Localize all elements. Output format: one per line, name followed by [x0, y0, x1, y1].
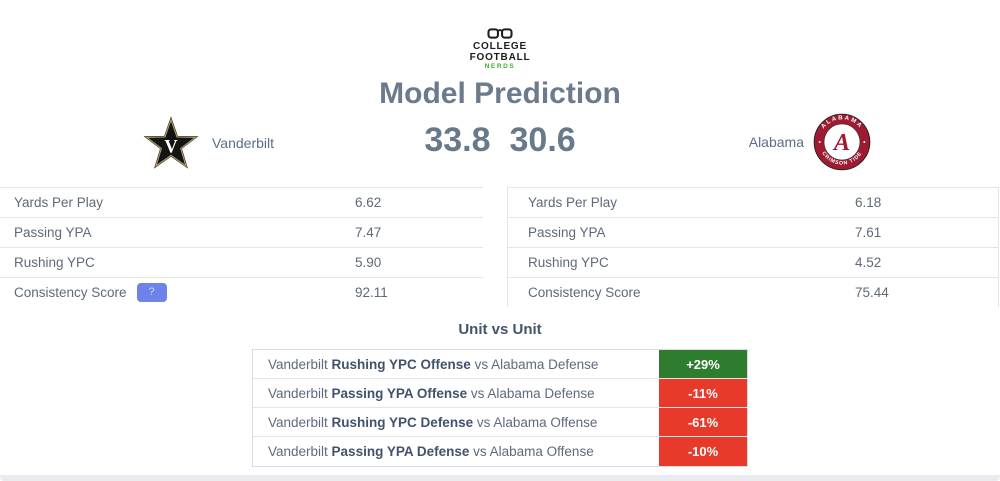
stat-label: Passing YPA [14, 225, 92, 240]
svg-text:A: A [832, 129, 850, 156]
unit-team: Vanderbilt [268, 444, 332, 459]
away-score: 33.8 [424, 121, 491, 159]
unit-opponent: vs Alabama Defense [470, 356, 599, 372]
table-row: Passing YPA 7.47 [0, 217, 483, 247]
table-row: Rushing YPC 4.52 [508, 247, 998, 277]
table-row: Vanderbilt Passing YPA Offense vs Alabam… [253, 379, 747, 408]
unit-team: Vanderbilt [268, 414, 332, 430]
unit-name: Passing YPA Defense [331, 444, 470, 459]
unit-name: Rushing YPC Defense [331, 414, 474, 430]
brand-line-football: FOOTBALL [469, 51, 531, 63]
stat-label: Consistency Score [14, 285, 127, 300]
stat-label: Consistency Score [528, 285, 641, 300]
unit-team: Vanderbilt [268, 385, 332, 401]
stat-value: 5.90 [355, 255, 382, 270]
vanderbilt-logo: V [143, 116, 199, 169]
home-team: Alabama ALABAMA CRIMSON TIDE A [749, 113, 871, 171]
unit-matchup-text: Vanderbilt Passing YPA Defense vs Alabam… [253, 437, 659, 466]
brand-line-college: COLLEGE [473, 41, 527, 52]
table-row: Yards Per Play 6.62 [0, 187, 483, 217]
unit-matchup-text: Vanderbilt Passing YPA Offense vs Alabam… [253, 379, 659, 407]
unit-name: Rushing YPC Offense [331, 356, 471, 372]
stat-value: 7.61 [855, 225, 882, 240]
footer-bar [0, 475, 1000, 481]
svg-text:V: V [164, 137, 178, 157]
stat-value: 4.52 [855, 255, 882, 270]
predicted-scores: 33.8 30.6 [0, 121, 1000, 160]
unit-pct-badge: -61% [659, 408, 747, 436]
table-row: Rushing YPC 5.90 [0, 247, 483, 277]
stat-label: Passing YPA [528, 225, 606, 240]
unit-vs-unit-title: Unit vs Unit [458, 321, 542, 338]
table-row: Yards Per Play 6.18 [508, 187, 998, 217]
stat-label: Yards Per Play [14, 195, 104, 210]
stat-label: Yards Per Play [528, 195, 618, 210]
stat-value: 92.11 [355, 285, 388, 300]
unit-vs-unit-table: Vanderbilt Rushing YPC Offense vs Alabam… [252, 349, 748, 467]
unit-opponent: vs Alabama Offense [469, 444, 594, 459]
away-team: V Vanderbilt [143, 114, 274, 172]
page-title: Model Prediction [379, 77, 621, 110]
unit-matchup-text: Vanderbilt Rushing YPC Offense vs Alabam… [253, 350, 659, 378]
home-score: 30.6 [509, 121, 576, 159]
unit-opponent: vs Alabama Offense [473, 414, 598, 430]
table-row: Consistency Score ? 92.11 [0, 277, 483, 307]
stat-label: Rushing YPC [14, 255, 95, 270]
table-row: Passing YPA 7.61 [508, 217, 998, 247]
table-row: Consistency Score 75.44 [508, 277, 998, 307]
stat-label: Rushing YPC [528, 255, 609, 270]
nerd-glasses-icon [487, 28, 513, 39]
unit-team: Vanderbilt [268, 356, 332, 372]
home-stats-table: Yards Per Play 6.18 Passing YPA 7.61 Rus… [507, 187, 999, 307]
away-stats-table: Yards Per Play 6.62 Passing YPA 7.47 Rus… [0, 187, 483, 307]
unit-name: Passing YPA Offense [331, 385, 468, 401]
unit-pct-badge: -11% [659, 379, 747, 407]
unit-opponent: vs Alabama Defense [467, 385, 595, 401]
stat-value: 6.18 [855, 195, 882, 210]
table-row: Vanderbilt Passing YPA Defense vs Alabam… [253, 437, 747, 466]
unit-pct-badge: +29% [659, 350, 747, 378]
alabama-logo: ALABAMA CRIMSON TIDE A [813, 113, 871, 171]
unit-matchup-text: Vanderbilt Rushing YPC Defense vs Alabam… [253, 408, 659, 436]
away-team-name: Vanderbilt [212, 135, 275, 151]
consistency-help-button[interactable]: ? [136, 283, 167, 302]
stat-value: 7.47 [355, 225, 382, 240]
home-team-name: Alabama [748, 134, 804, 150]
brand-logo: COLLEGE FOOTBALL NERDS [0, 27, 1000, 71]
table-row: Vanderbilt Rushing YPC Offense vs Alabam… [253, 350, 747, 379]
brand-line-nerds: NERDS [484, 63, 516, 70]
unit-pct-badge: -10% [659, 437, 747, 466]
table-row: Vanderbilt Rushing YPC Defense vs Alabam… [253, 408, 747, 437]
stat-value: 75.44 [855, 285, 889, 300]
stat-value: 6.62 [355, 195, 382, 210]
